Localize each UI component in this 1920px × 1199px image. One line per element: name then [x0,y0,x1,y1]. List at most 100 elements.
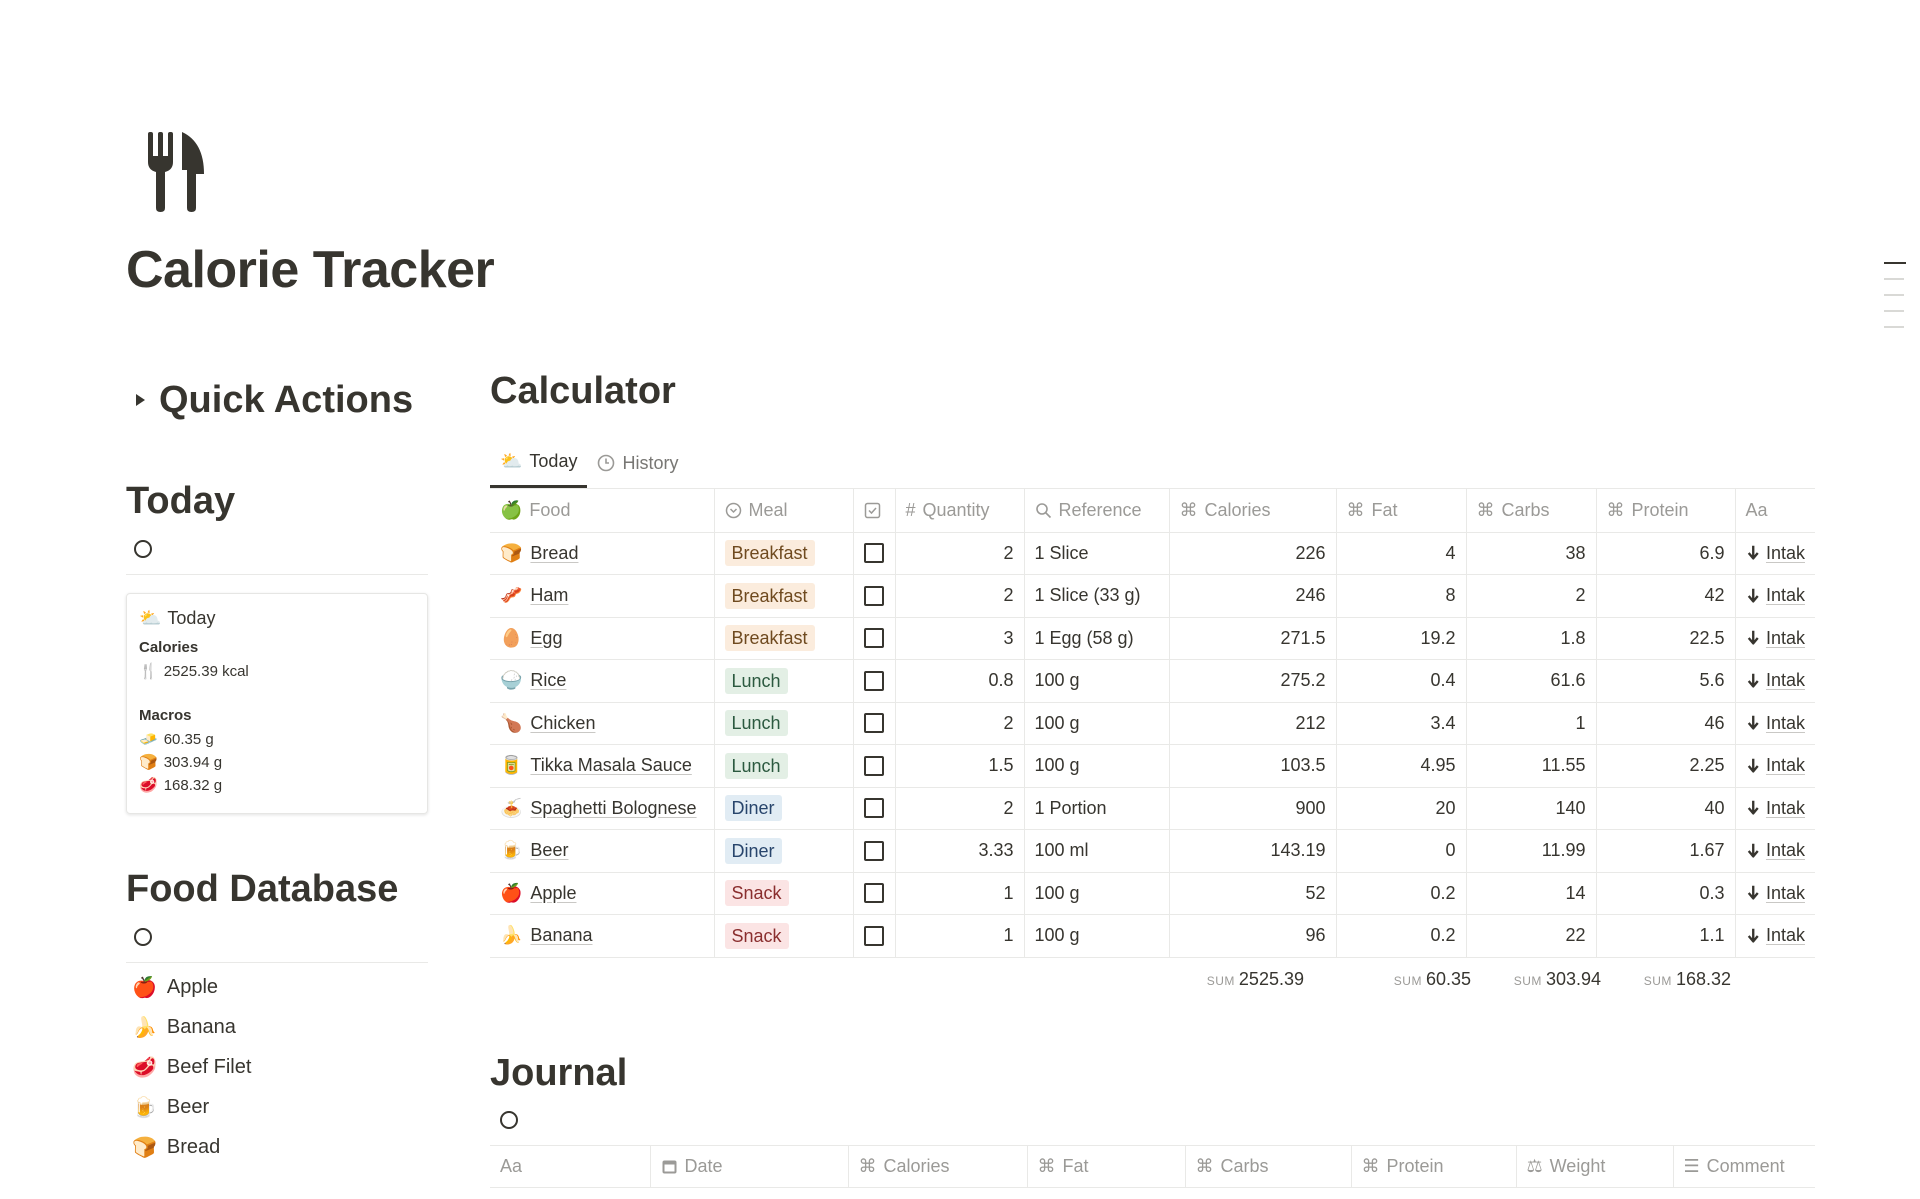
toggle-triangle-icon[interactable] [136,394,145,406]
cell-quantity[interactable]: 3 [895,617,1025,660]
cell-checkbox[interactable] [853,914,896,958]
cell-quantity[interactable]: 2 [895,787,1025,830]
cell-meal[interactable]: Snack [714,914,854,958]
checkbox[interactable] [864,628,884,649]
tab-today[interactable]: ⛅ Today [490,438,588,488]
checkbox[interactable] [864,670,884,691]
journal-col-date[interactable]: Date [650,1144,849,1188]
cell-checkbox[interactable] [853,659,896,703]
col-food[interactable]: 🍏 Food [490,489,715,533]
checkbox[interactable] [864,883,884,904]
col-calories[interactable]: ⌘ Calories [1169,489,1337,533]
cell-food[interactable]: 🍎 Apple [490,872,715,915]
food-db-item[interactable]: 🍎 Apple [126,967,428,1007]
cell-reference[interactable]: 100 g [1024,702,1170,745]
checkbox[interactable] [864,798,884,819]
table-row[interactable]: 🍌 Banana Snack 1 100 g 96 0.2 22 1.1 Inta… [490,914,1815,958]
food-link[interactable]: Egg [530,627,563,648]
table-row[interactable]: 🍗 Chicken Lunch 2 100 g 212 3.4 1 46 Inta… [490,702,1815,745]
cell-meal[interactable]: Breakfast [714,532,854,575]
quick-actions-toggle[interactable]: Quick Actions [126,370,428,430]
cell-quantity[interactable]: 1.5 [895,744,1025,788]
cell-intake-button[interactable]: Intak [1735,787,1815,830]
journal-col-protein[interactable]: ⌘ Protein [1351,1144,1517,1188]
tab-history[interactable]: History [587,438,688,488]
food-link[interactable]: Beer [530,840,569,861]
journal-col-weight[interactable]: ⚖ Weight [1516,1144,1674,1188]
cell-checkbox[interactable] [853,574,896,618]
cell-quantity[interactable]: 0.8 [895,659,1025,703]
food-link[interactable]: Banana [530,925,593,946]
food-link[interactable]: Ham [530,585,569,606]
cell-checkbox[interactable] [853,532,896,575]
cell-intake-button[interactable]: Intak [1735,617,1815,660]
cell-quantity[interactable]: 2 [895,574,1025,618]
col-carbs[interactable]: ⌘ Carbs [1466,489,1597,533]
food-db-item[interactable]: 🍌 Banana [126,1007,428,1047]
cell-checkbox[interactable] [853,702,896,745]
cell-food[interactable]: 🍺 Beer [490,829,715,873]
food-link[interactable]: Bread [530,542,579,563]
journal-col-title[interactable]: Aa [490,1144,651,1188]
cell-checkbox[interactable] [853,617,896,660]
table-row[interactable]: 🥚 Egg Breakfast 3 1 Egg (58 g) 271.5 19.2… [490,617,1815,660]
cell-intake-button[interactable]: Intak [1735,829,1815,873]
food-link[interactable]: Spaghetti Bolognese [530,797,697,818]
food-link[interactable]: Tikka Masala Sauce [530,755,692,776]
cell-reference[interactable]: 100 g [1024,659,1170,703]
food-db-item[interactable]: 🥩 Beef Filet [126,1047,428,1087]
checkbox[interactable] [864,755,884,776]
cell-meal[interactable]: Snack [714,872,854,915]
cell-checkbox[interactable] [853,872,896,915]
cell-checkbox[interactable] [853,829,896,873]
cell-food[interactable]: 🍞 Bread [490,532,715,575]
checkbox[interactable] [864,543,884,564]
cell-food[interactable]: 🍌 Banana [490,914,715,958]
food-db-item[interactable]: 🍞 Bread [126,1127,428,1167]
cell-quantity[interactable]: 2 [895,532,1025,575]
cell-intake-button[interactable]: Intak [1735,532,1815,575]
journal-col-fat[interactable]: ⌘ Fat [1027,1144,1186,1188]
cell-meal[interactable]: Diner [714,829,854,873]
cell-quantity[interactable]: 1 [895,872,1025,915]
cell-reference[interactable]: 100 g [1024,872,1170,915]
cell-checkbox[interactable] [853,787,896,830]
food-link[interactable]: Chicken [530,712,596,733]
cell-reference[interactable]: 100 ml [1024,829,1170,873]
cell-intake-button[interactable]: Intak [1735,744,1815,788]
checkbox[interactable] [864,713,884,734]
checkbox[interactable] [864,585,884,606]
cell-food[interactable]: 🍝 Spaghetti Bolognese [490,787,715,830]
cell-intake-button[interactable]: Intak [1735,574,1815,618]
col-protein[interactable]: ⌘ Protein [1596,489,1736,533]
cell-intake-button[interactable]: Intak [1735,872,1815,915]
table-row[interactable]: 🍝 Spaghetti Bolognese Diner 2 1 Portion 9… [490,787,1815,830]
cell-food[interactable]: 🥚 Egg [490,617,715,660]
checkbox[interactable] [864,840,884,861]
table-of-contents[interactable] [1884,262,1906,342]
col-quantity[interactable]: # Quantity [895,489,1025,533]
cell-food[interactable]: 🍚 Rice [490,659,715,703]
table-row[interactable]: 🍎 Apple Snack 1 100 g 52 0.2 14 0.3 Intak [490,872,1815,915]
cell-food[interactable]: 🥓 Ham [490,574,715,618]
table-row[interactable]: 🍺 Beer Diner 3.33 100 ml 143.19 0 11.99 1… [490,829,1815,873]
checkbox[interactable] [864,925,884,946]
col-reference[interactable]: Reference [1024,489,1170,533]
table-row[interactable]: 🍞 Bread Breakfast 2 1 Slice 226 4 38 6.9 … [490,532,1815,575]
cell-intake-button[interactable]: Intak [1735,702,1815,745]
col-checkbox[interactable] [853,489,896,533]
journal-col-calories[interactable]: ⌘ Calories [848,1144,1028,1188]
journal-col-carbs[interactable]: ⌘ Carbs [1185,1144,1352,1188]
col-title[interactable]: Aa [1735,489,1815,533]
cell-reference[interactable]: 100 g [1024,744,1170,788]
cell-meal[interactable]: Lunch [714,744,854,788]
table-row[interactable]: 🥫 Tikka Masala Sauce Lunch 1.5 100 g 103.… [490,744,1815,788]
cell-intake-button[interactable]: Intak [1735,914,1815,958]
cell-reference[interactable]: 1 Slice [1024,532,1170,575]
journal-col-comment[interactable]: ☰ Comment [1673,1144,1815,1188]
food-link[interactable]: Rice [530,670,567,691]
cell-reference[interactable]: 1 Slice (33 g) [1024,574,1170,618]
cell-quantity[interactable]: 2 [895,702,1025,745]
table-row[interactable]: 🥓 Ham Breakfast 2 1 Slice (33 g) 246 8 2 … [490,574,1815,618]
food-link[interactable]: Apple [530,882,577,903]
